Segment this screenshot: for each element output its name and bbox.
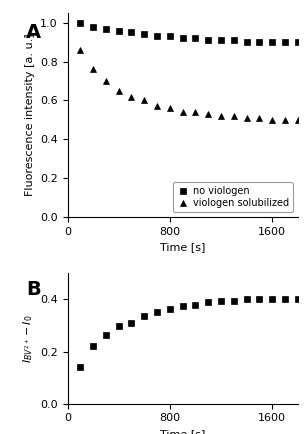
viologen solubilized [296, 117, 300, 122]
Text: B: B [26, 280, 41, 299]
viologen solubilized [117, 88, 121, 93]
no viologen [155, 34, 159, 39]
viologen solubilized [91, 67, 95, 72]
no viologen [270, 39, 274, 45]
Text: A: A [26, 23, 41, 42]
no viologen [194, 36, 197, 41]
no viologen [104, 26, 108, 31]
viologen solubilized [130, 94, 133, 99]
no viologen [130, 30, 133, 35]
no viologen [91, 24, 95, 29]
viologen solubilized [155, 104, 159, 109]
viologen solubilized [168, 105, 172, 111]
no viologen [296, 39, 300, 45]
no viologen [79, 20, 82, 25]
no viologen [258, 39, 261, 45]
no viologen [283, 39, 287, 45]
no viologen [117, 28, 121, 33]
viologen solubilized [104, 79, 108, 84]
Legend: no viologen, viologen solubilized: no viologen, viologen solubilized [173, 182, 293, 212]
Y-axis label: Fluorescence intensity [a. u.]: Fluorescence intensity [a. u.] [25, 34, 34, 196]
viologen solubilized [181, 109, 185, 115]
Line: no viologen: no viologen [78, 20, 301, 45]
viologen solubilized [232, 113, 236, 118]
Line: viologen solubilized: viologen solubilized [78, 47, 301, 123]
viologen solubilized [206, 112, 210, 117]
no viologen [142, 32, 146, 37]
no viologen [245, 39, 248, 45]
viologen solubilized [142, 98, 146, 103]
viologen solubilized [270, 117, 274, 122]
viologen solubilized [245, 115, 248, 121]
viologen solubilized [194, 109, 197, 115]
no viologen [206, 38, 210, 43]
viologen solubilized [219, 113, 223, 118]
Y-axis label: $I_{BV^{2+}} - I_0$: $I_{BV^{2+}} - I_0$ [21, 314, 34, 363]
no viologen [181, 36, 185, 41]
no viologen [168, 34, 172, 39]
X-axis label: Time [s]: Time [s] [160, 429, 205, 434]
viologen solubilized [283, 117, 287, 122]
viologen solubilized [79, 47, 82, 53]
no viologen [219, 38, 223, 43]
no viologen [232, 38, 236, 43]
viologen solubilized [258, 115, 261, 121]
X-axis label: Time [s]: Time [s] [160, 242, 205, 252]
